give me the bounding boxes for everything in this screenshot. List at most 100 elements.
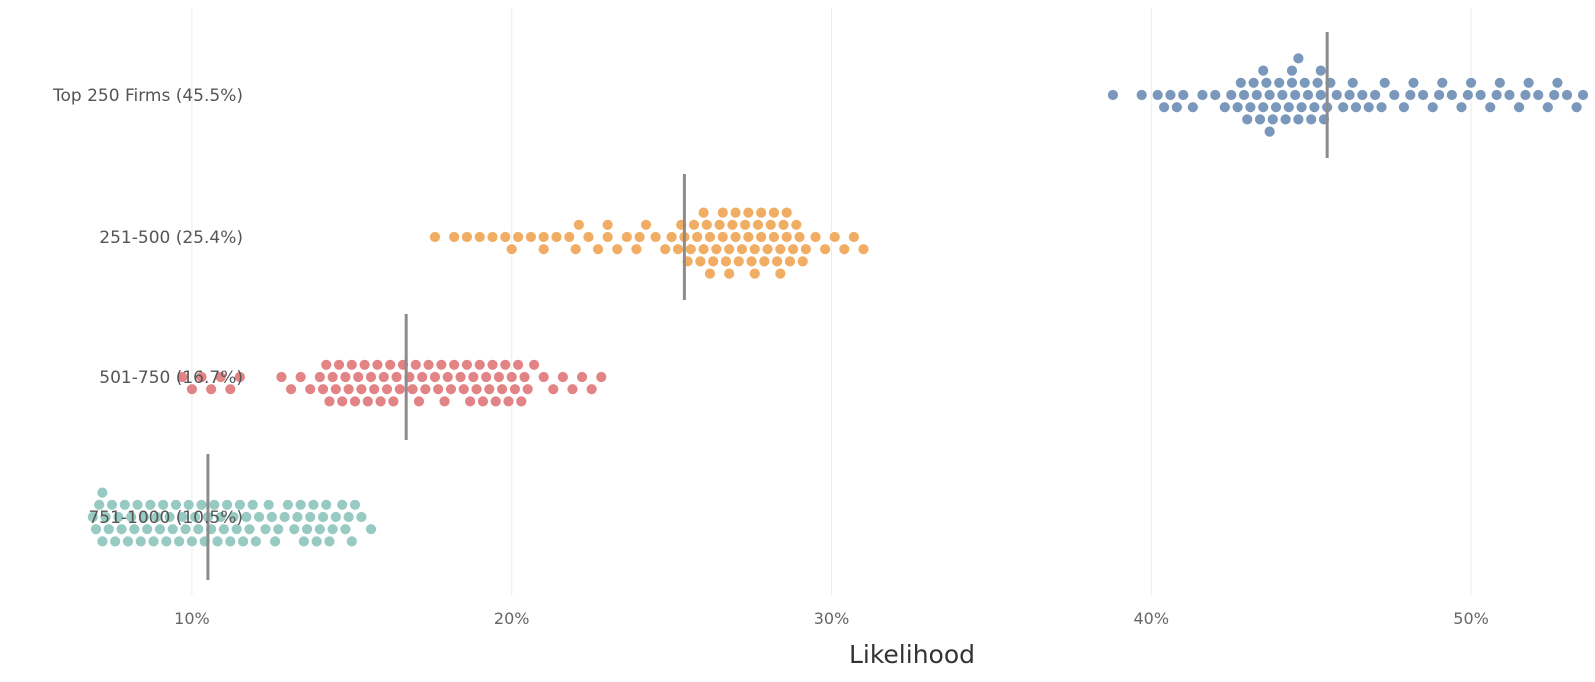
- data-point: [1308, 101, 1321, 114]
- data-point: [630, 243, 643, 256]
- data-point: [774, 243, 787, 256]
- data-point: [1375, 101, 1388, 114]
- data-point: [163, 510, 176, 524]
- data-point: [358, 358, 371, 371]
- data-point: [1237, 88, 1251, 102]
- data-point: [1436, 76, 1449, 89]
- data-point: [620, 230, 633, 244]
- data-point: [252, 510, 266, 524]
- data-point: [809, 230, 822, 244]
- x-tick-label: 30%: [814, 609, 850, 628]
- data-point: [716, 206, 729, 219]
- data-point: [380, 383, 394, 396]
- data-point: [1106, 88, 1120, 102]
- data-point: [144, 498, 157, 511]
- data-point: [665, 230, 678, 244]
- data-point: [1337, 101, 1350, 114]
- data-point: [486, 230, 499, 244]
- data-point: [1209, 88, 1222, 102]
- data-point: [147, 535, 160, 548]
- data-point: [342, 510, 355, 524]
- data-point: [361, 395, 374, 408]
- x-tick-label: 20%: [494, 609, 530, 628]
- data-point: [691, 230, 704, 244]
- data-point: [1362, 101, 1375, 114]
- data-point: [320, 498, 333, 511]
- data-point: [166, 523, 179, 536]
- data-point: [1330, 88, 1343, 102]
- data-point: [515, 395, 528, 408]
- data-point: [1164, 88, 1177, 102]
- data-point: [96, 486, 109, 499]
- data-point: [1356, 88, 1369, 102]
- data-point: [1455, 101, 1468, 114]
- data-point: [326, 370, 339, 384]
- data-point: [857, 243, 870, 256]
- data-point: [710, 243, 723, 256]
- data-point: [99, 510, 112, 524]
- data-point: [409, 358, 422, 371]
- data-point: [1257, 101, 1270, 114]
- data-point: [233, 498, 246, 511]
- data-point: [348, 498, 362, 511]
- data-point: [355, 510, 368, 524]
- data-point: [467, 370, 480, 384]
- data-point: [726, 218, 739, 231]
- data-point: [297, 535, 310, 548]
- data-point: [473, 358, 486, 371]
- data-point: [1551, 76, 1564, 89]
- data-point: [105, 498, 119, 511]
- data-point: [1263, 125, 1276, 138]
- data-point: [227, 510, 240, 524]
- data-point: [300, 523, 314, 536]
- data-point: [195, 370, 208, 384]
- data-point: [774, 267, 787, 280]
- data-point: [1484, 101, 1497, 114]
- data-point: [793, 230, 806, 244]
- data-point: [336, 395, 349, 408]
- data-point: [755, 206, 768, 219]
- data-point: [556, 370, 569, 384]
- data-point: [1541, 101, 1554, 114]
- data-point: [1560, 88, 1574, 102]
- x-tick-label: 50%: [1453, 609, 1489, 628]
- data-point: [332, 358, 346, 371]
- data-point: [787, 243, 800, 256]
- data-point: [751, 218, 765, 231]
- data-point: [323, 535, 336, 548]
- data-point: [1570, 101, 1583, 114]
- x-axis-ticks: 10% 20% 30% 40% 50%: [174, 609, 1489, 628]
- data-point: [591, 243, 605, 256]
- data-point: [713, 218, 726, 231]
- data-point: [735, 243, 749, 256]
- data-point: [176, 510, 189, 524]
- data-point: [611, 243, 624, 256]
- data-point: [505, 370, 518, 384]
- data-point: [1234, 76, 1247, 89]
- data-point: [460, 358, 474, 371]
- data-point: [1244, 101, 1257, 114]
- data-point: [339, 370, 352, 384]
- data-point: [1289, 88, 1302, 102]
- data-point: [364, 370, 378, 384]
- data-point: [224, 383, 237, 396]
- data-point: [377, 370, 390, 384]
- data-point: [211, 535, 224, 548]
- data-point: [595, 370, 608, 384]
- data-point: [320, 358, 333, 371]
- data-point: [1292, 52, 1305, 65]
- data-point: [345, 358, 358, 371]
- data-point: [566, 383, 579, 396]
- data-point: [1273, 76, 1286, 89]
- data-point: [102, 523, 115, 536]
- data-point: [719, 255, 733, 268]
- median-lines: [206, 32, 1329, 580]
- data-point: [847, 230, 860, 244]
- data-point: [185, 383, 199, 396]
- data-point: [703, 230, 717, 244]
- data-point: [86, 510, 99, 524]
- data-point: [755, 230, 768, 244]
- data-point: [1432, 88, 1446, 102]
- data-point: [694, 255, 707, 268]
